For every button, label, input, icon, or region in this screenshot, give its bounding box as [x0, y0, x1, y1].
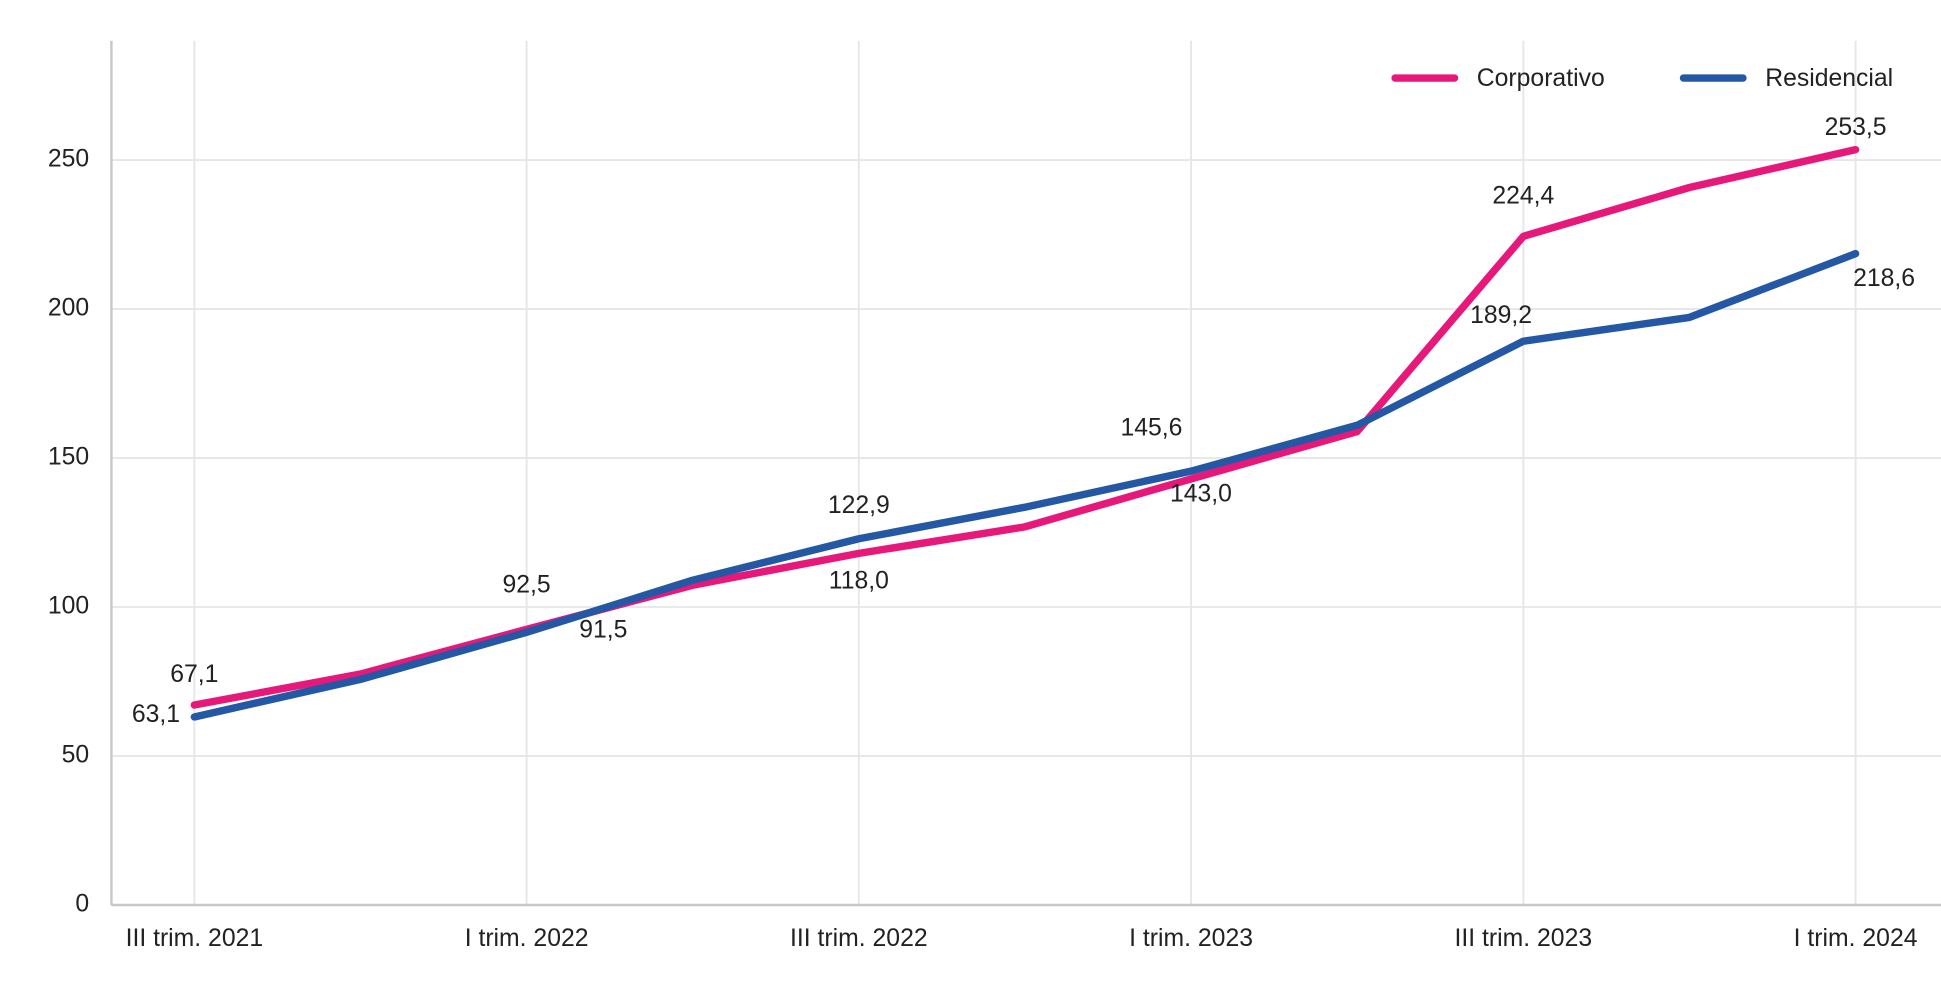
x-tick-label: I trim. 2024	[1794, 925, 1918, 952]
x-tick-label: III trim. 2022	[790, 925, 928, 952]
value-label: 92,5	[503, 572, 551, 599]
legend-item: Residencial	[1679, 65, 1893, 92]
series-line	[190, 249, 1860, 721]
series-line	[190, 145, 1860, 709]
value-label: 253,5	[1825, 114, 1887, 141]
y-tick-label: 100	[48, 593, 89, 620]
x-tick-label: III trim. 2021	[126, 925, 264, 952]
value-label: 122,9	[828, 492, 890, 519]
legend-label: Corporativo	[1477, 65, 1605, 92]
value-label: 143,0	[1170, 481, 1232, 508]
value-label: 224,4	[1492, 182, 1554, 209]
value-label: 67,1	[170, 661, 218, 688]
value-label: 189,2	[1470, 302, 1532, 329]
value-label: 63,1	[132, 701, 180, 728]
y-tick-label: 200	[48, 295, 89, 322]
y-tick-label: 250	[48, 146, 89, 173]
legend-item: Corporativo	[1391, 65, 1605, 92]
x-tick-label: I trim. 2022	[465, 925, 589, 952]
y-tick-label: 0	[75, 890, 89, 917]
legend-label: Residencial	[1765, 65, 1893, 92]
y-tick-label: 50	[62, 742, 90, 769]
value-label: 118,0	[829, 567, 889, 594]
value-label: 218,6	[1853, 265, 1915, 292]
value-label: 91,5	[579, 617, 627, 644]
y-tick-label: 150	[48, 444, 89, 471]
value-label: 145,6	[1121, 415, 1183, 442]
x-tick-label: III trim. 2023	[1455, 925, 1593, 952]
x-tick-label: I trim. 2023	[1129, 925, 1253, 952]
